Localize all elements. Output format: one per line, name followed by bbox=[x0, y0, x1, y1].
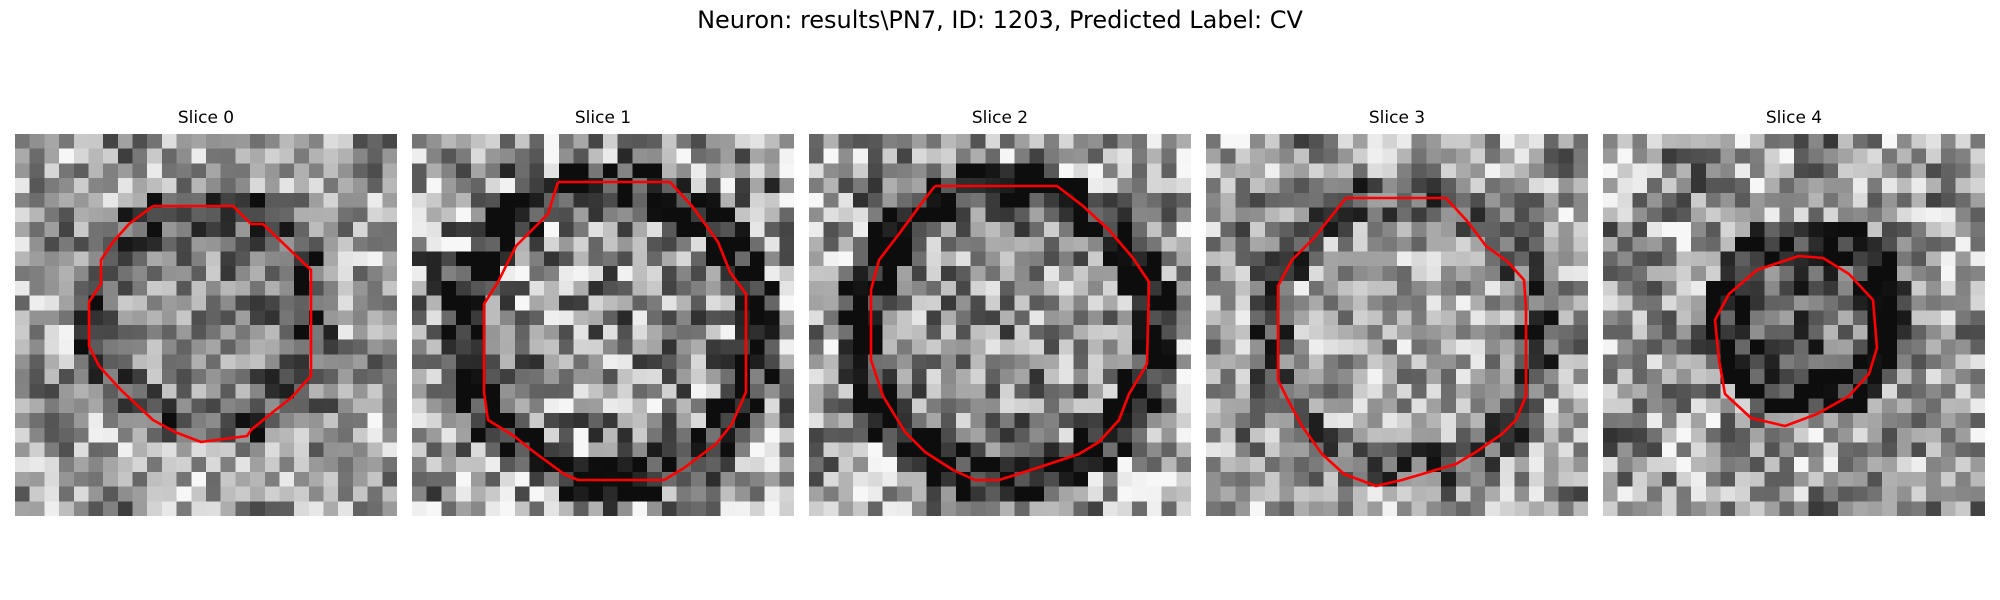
slice-title-2: Slice 2 bbox=[971, 108, 1029, 128]
slice-panel-4: Slice 4 bbox=[1603, 108, 1985, 518]
slice-image-3 bbox=[1206, 134, 1588, 516]
segmentation-contour-0 bbox=[87, 204, 313, 444]
slice-image-0 bbox=[15, 134, 397, 516]
slice-image-4 bbox=[1603, 134, 1985, 516]
segmentation-contour-2 bbox=[869, 184, 1151, 482]
figure-title: Neuron: results\PN7, ID: 1203, Predicted… bbox=[697, 6, 1303, 34]
slice-title-0: Slice 0 bbox=[177, 108, 235, 128]
segmentation-contour-3 bbox=[1276, 196, 1528, 488]
slice-title-1: Slice 1 bbox=[574, 108, 632, 128]
slice-title-4: Slice 4 bbox=[1765, 108, 1823, 128]
segmentation-contour-4 bbox=[1713, 254, 1879, 428]
slice-panel-0: Slice 0 bbox=[15, 108, 397, 518]
slice-image-2 bbox=[809, 134, 1191, 516]
segmentation-contour-1 bbox=[482, 180, 748, 482]
slice-image-1 bbox=[412, 134, 794, 516]
slice-panel-2: Slice 2 bbox=[809, 108, 1191, 518]
slice-panel-3: Slice 3 bbox=[1206, 108, 1588, 518]
slice-panel-1: Slice 1 bbox=[412, 108, 794, 518]
slice-title-3: Slice 3 bbox=[1368, 108, 1426, 128]
